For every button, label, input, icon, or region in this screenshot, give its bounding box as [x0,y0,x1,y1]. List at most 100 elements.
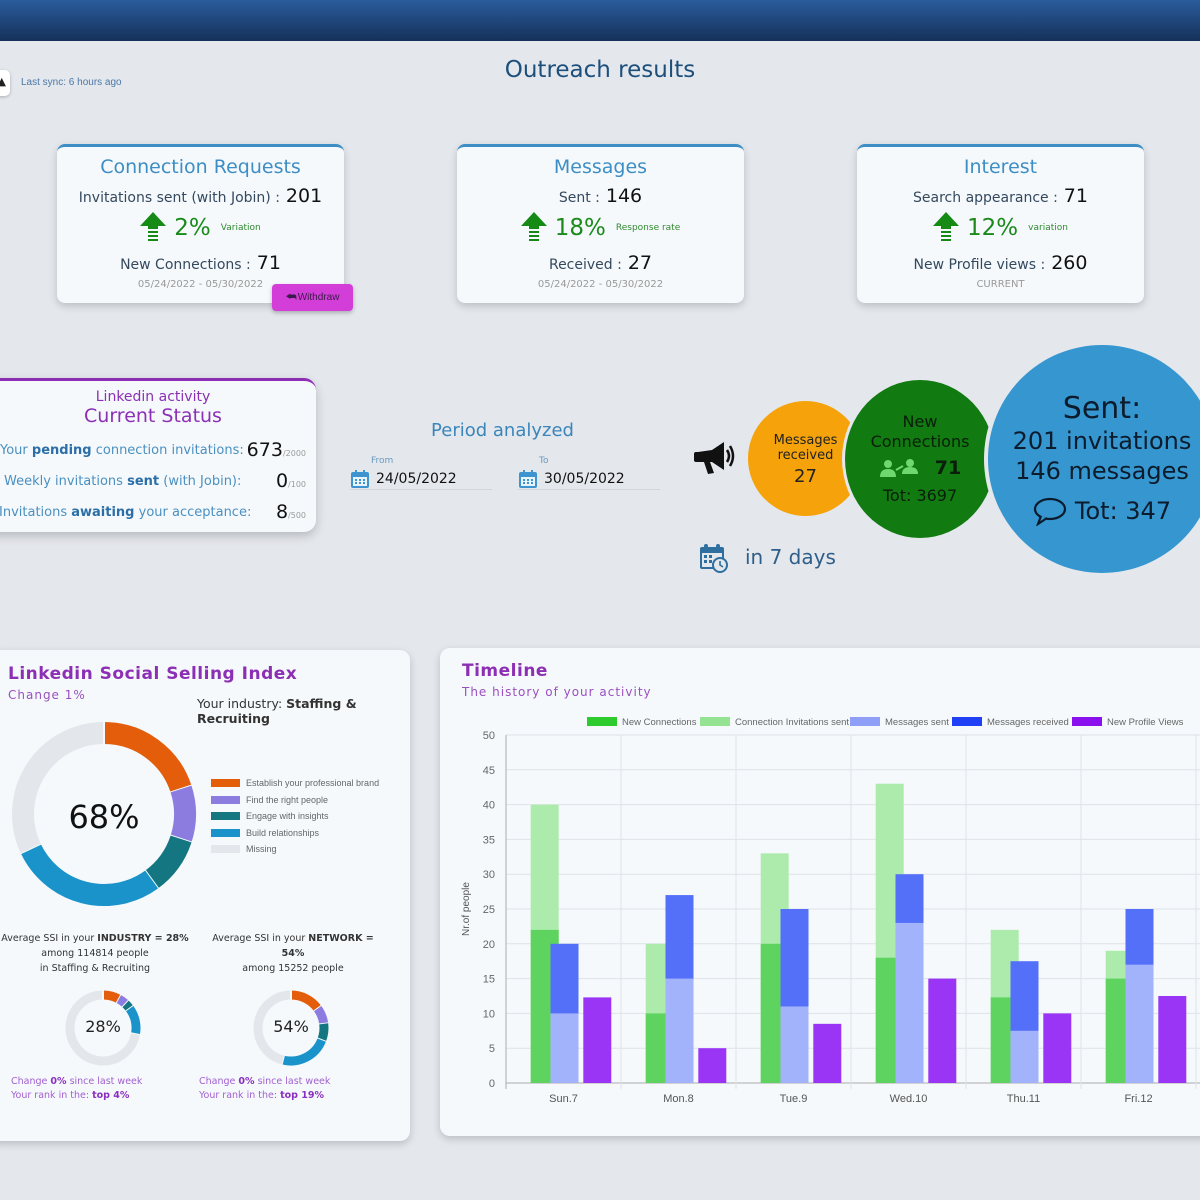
x-tick-label: Thu.11 [1007,1093,1040,1105]
y-tick-label: 10 [483,1008,495,1020]
period-days-label: in 7 days [745,545,836,569]
donut-segment [281,1038,326,1066]
ssi-title: Linkedin Social Selling Index [8,664,298,684]
ssi-legend-item[interactable]: Build relationships [211,828,319,838]
network-change-text: Change 0% since last week Your rank in th… [199,1076,331,1101]
card-footer: CURRENT [976,279,1025,290]
status-title: Current Status [84,405,222,427]
legend-label: Find the right people [246,794,329,805]
from-date-input[interactable]: 24/05/2022 [350,468,492,490]
legend-label[interactable]: Messages sent [885,717,949,728]
arrow-up-icon [933,212,960,241]
legend-swatch[interactable] [1072,717,1102,726]
timeline-bar-chart: New Connections Connection Invitations se… [461,717,1200,1105]
legend-swatch[interactable] [850,717,880,726]
legend-swatch[interactable] [700,717,730,726]
ssi-legend-item[interactable]: Engage with insights [211,811,329,821]
y-tick-label: 5 [489,1043,495,1055]
bar-messages-sent[interactable] [1010,1030,1039,1083]
timeline-title: Timeline [462,661,548,681]
bar-new-profile-views[interactable] [928,978,957,1083]
ssi-change: Change 1% [8,688,86,702]
legend-label: Engage with insights [246,811,329,821]
ssi-legend-item[interactable]: Missing [211,844,277,854]
network-ssi-value: 54% [273,1017,309,1036]
status-row-value: 0/100 [275,470,306,492]
y-tick-label: 25 [483,904,495,916]
legend-label: Missing [246,844,277,854]
status-row-value: 8/500 [275,501,306,523]
card-title: Interest [963,156,1038,178]
bar-messages-sent[interactable] [780,1006,809,1083]
industry-ssi-donut [65,988,143,1066]
bar-messages-sent[interactable] [895,922,924,1083]
industry-label: Your industry: Staffing & Recruiting [197,696,357,726]
arrow-up-icon [140,212,167,241]
ssi-donut-chart [10,711,203,906]
legend-swatch [211,812,240,820]
bar-new-profile-views[interactable] [698,1048,727,1083]
card-variation: 12% variation [857,211,1144,245]
legend-label[interactable]: Messages received [987,717,1069,728]
legend-swatch [211,779,240,787]
y-axis-label: Nr.of people [461,882,472,936]
network-ssi-donut [253,988,331,1068]
x-tick-label: Wed.10 [890,1093,928,1105]
connection-requests-card: Connection Requests Invitations sent (wi… [57,144,344,303]
withdraw-button[interactable]: ⮪ Withdraw [272,284,353,311]
bar-new-profile-views[interactable] [1158,996,1187,1083]
x-tick-label: Fri.12 [1124,1093,1152,1105]
megaphone-icon [694,442,735,474]
donut-segment [290,990,322,1012]
y-tick-label: 20 [483,939,495,951]
legend-swatch [211,828,240,837]
to-label: To [539,456,549,466]
x-tick-label: Sun.7 [549,1093,578,1105]
last-sync-text: Last sync: 6 hours ago [21,77,122,88]
status-subtitle: Linkedin activity [95,389,211,405]
x-tick-label: Tue.9 [780,1093,808,1105]
card-title: Connection Requests [100,156,301,178]
sync-button[interactable]: ▲ [0,70,10,96]
legend-label: Establish your professional brand [246,778,380,788]
ssi-panel: Linkedin Social Selling Index Change 1% … [0,650,410,1141]
card-row-new-connections: New Connections :71 [120,252,281,274]
legend-label: Build relationships [246,827,320,838]
from-label: From [371,456,394,466]
legend-swatch[interactable] [587,717,617,726]
donut-segment [116,995,129,1008]
legend-swatch[interactable] [952,717,982,726]
top-navigation-bar [0,0,1200,41]
bar-new-profile-views[interactable] [813,1023,842,1083]
ssi-legend-item[interactable]: Establish your professional brand [211,778,379,788]
y-tick-label: 15 [483,974,495,986]
linkedin-status-panel: Linkedin activity Current Status Your pe… [0,378,316,532]
to-date-input[interactable]: 30/05/2022 [518,468,660,490]
messages-card: Messages Sent :146 18% Response rate Rec… [457,144,744,303]
legend-label[interactable]: Connection Invitations sent [735,717,849,728]
legend-label[interactable]: New Connections [622,717,697,728]
card-row-sent: Sent :146 [558,185,643,207]
bar-new-profile-views[interactable] [583,997,612,1083]
chat-bubble-icon [1033,497,1066,526]
card-row-invitations: Invitations sent (with Jobin) :201 [78,185,323,207]
bar-messages-sent[interactable] [1125,964,1154,1083]
ssi-legend-item[interactable]: Find the right people [211,795,328,805]
timeline-subtitle: The history of your activity [462,685,652,699]
bar-new-profile-views[interactable] [1043,1013,1072,1083]
card-title: Messages [553,156,648,178]
connected-users-icon [879,459,918,477]
calendar-clock-icon [700,544,728,573]
bar-messages-sent[interactable] [550,1013,579,1083]
bar-messages-sent[interactable] [665,978,694,1083]
card-row-profile-views: New Profile views :260 [913,252,1088,274]
industry-ssi-value: 28% [85,1017,121,1036]
y-tick-label: 50 [483,730,495,742]
x-tick-label: Mon.8 [663,1093,694,1105]
donut-segment [170,785,196,843]
donut-segment [12,722,105,854]
ssi-main-value: 68% [68,798,140,836]
card-variation: 18% Response rate [457,211,744,245]
status-row-label: Your pending connection invitations: [0,443,244,458]
legend-label[interactable]: New Profile Views [1107,717,1184,728]
